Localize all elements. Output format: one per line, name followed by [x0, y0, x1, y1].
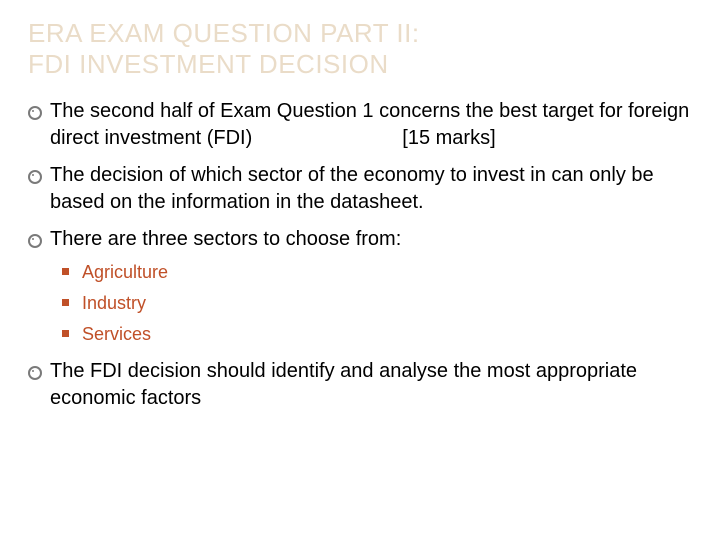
bullet-text: The decision of which sector of the econ…: [50, 164, 654, 213]
sub-bullet-text: Agriculture: [82, 262, 168, 282]
slide-content: ERA EXAM QUESTION PART II: FDI INVESTMEN…: [0, 0, 720, 442]
bullet-text: There are three sectors to choose from:: [50, 228, 401, 250]
sub-bullet-item: Services: [82, 321, 692, 348]
main-bullet-list: The second half of Exam Question 1 conce…: [28, 98, 692, 412]
bullet-item: The FDI decision should identify and ana…: [50, 358, 692, 412]
sub-bullet-item: Industry: [82, 290, 692, 317]
bullet-marks: [15 marks]: [402, 127, 495, 149]
title-line-1: ERA EXAM QUESTION PART II:: [28, 18, 692, 49]
bullet-item: There are three sectors to choose from: …: [50, 226, 692, 348]
sub-bullet-text: Industry: [82, 293, 146, 313]
title-line-2: FDI INVESTMENT DECISION: [28, 49, 692, 80]
bullet-item: The decision of which sector of the econ…: [50, 162, 692, 216]
bullet-text: The FDI decision should identify and ana…: [50, 360, 637, 409]
bullet-text: The second half of Exam Question 1 conce…: [50, 100, 689, 149]
sub-bullet-item: Agriculture: [82, 259, 692, 286]
sub-bullet-text: Services: [82, 324, 151, 344]
sub-bullet-list: Agriculture Industry Services: [50, 259, 692, 348]
slide-title: ERA EXAM QUESTION PART II: FDI INVESTMEN…: [28, 18, 692, 80]
bullet-item: The second half of Exam Question 1 conce…: [50, 98, 692, 152]
